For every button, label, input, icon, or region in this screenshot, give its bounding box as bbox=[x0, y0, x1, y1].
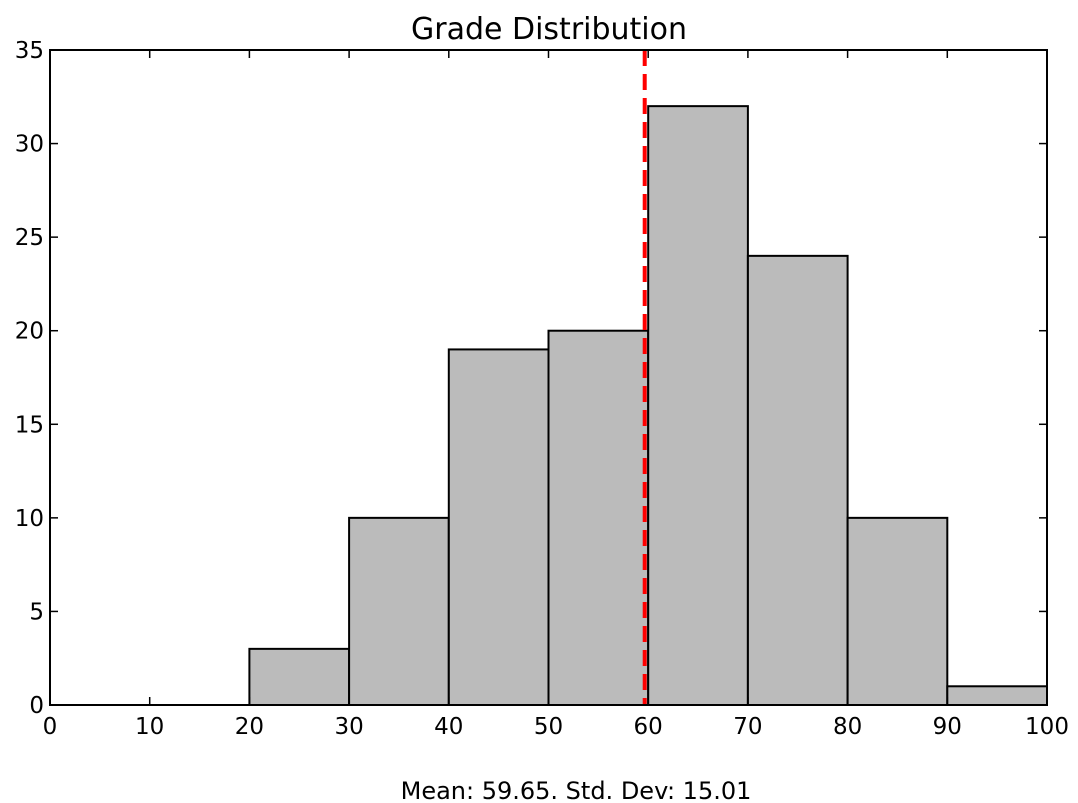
y-tick-label: 0 bbox=[29, 693, 44, 719]
x-tick-label: 80 bbox=[833, 714, 862, 740]
y-tick-label: 30 bbox=[15, 132, 44, 158]
histogram-bar-50-60 bbox=[547, 329, 650, 706]
y-tick-label: 20 bbox=[15, 319, 44, 345]
x-tick-label: 40 bbox=[434, 714, 463, 740]
histogram-bar-60-70 bbox=[647, 105, 749, 706]
x-tick-label: 90 bbox=[933, 714, 962, 740]
y-tick-label: 35 bbox=[15, 38, 44, 64]
histogram-bar-20-30 bbox=[248, 647, 351, 706]
x-tick-label: 100 bbox=[1025, 714, 1069, 740]
x-tick-label: 0 bbox=[43, 714, 58, 740]
x-tick-label: 20 bbox=[235, 714, 264, 740]
y-tick-label: 5 bbox=[29, 599, 44, 625]
chart-title: Grade Distribution bbox=[411, 12, 687, 47]
bars-layer bbox=[248, 105, 1048, 706]
y-tick-label: 10 bbox=[15, 506, 44, 532]
y-tick-label: 25 bbox=[15, 225, 44, 251]
histogram-bar-70-80 bbox=[746, 254, 849, 706]
x-tick-label: 70 bbox=[733, 714, 762, 740]
x-tick-label: 10 bbox=[135, 714, 164, 740]
histogram-bar-40-50 bbox=[447, 348, 550, 706]
histogram-bar-90-100 bbox=[946, 685, 1048, 706]
histogram-bar-30-40 bbox=[348, 516, 450, 706]
x-tick-label: 60 bbox=[634, 714, 663, 740]
y-tick-label: 15 bbox=[15, 412, 44, 438]
ticks-layer: 0 10 20 30 40 50 60 70 80 90 100 0 5 10 15 20 25 30 35 bbox=[15, 38, 1069, 740]
x-tick-label: 50 bbox=[534, 714, 563, 740]
x-tick-label: 30 bbox=[334, 714, 363, 740]
chart-caption: Mean: 59.65. Std. Dev: 15.01 bbox=[401, 777, 752, 803]
histogram-bar-80-90 bbox=[846, 516, 949, 706]
